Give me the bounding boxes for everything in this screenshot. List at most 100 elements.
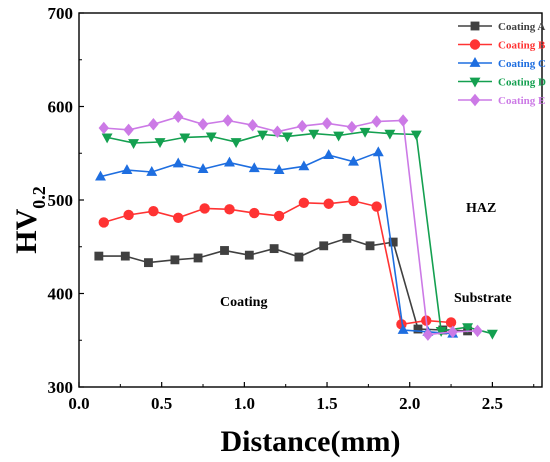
legend-label-coating-e: Coating E (498, 95, 545, 107)
data-point-coating-a (342, 233, 352, 243)
data-point-coating-c (273, 164, 285, 174)
data-point-coating-b (98, 217, 110, 228)
legend-label-coating-c: Coating C (498, 58, 546, 70)
y-axis-title: HV0.2 (10, 186, 49, 254)
data-point-coating-b (148, 206, 159, 217)
data-point-coating-c (121, 164, 133, 174)
series-line-coating-e (103, 115, 478, 336)
y-tick-label: 400 (48, 285, 74, 304)
data-point-coating-d (179, 133, 191, 144)
annotation-coating: Coating (220, 295, 267, 310)
y-tick-label: 600 (48, 98, 74, 117)
data-point-coating-a (319, 241, 329, 251)
legend-label-coating-b: Coating B (498, 40, 546, 52)
data-point-coating-e (222, 114, 234, 127)
data-point-coating-a (120, 251, 130, 261)
data-point-coating-e (272, 125, 283, 138)
y-tick-label: 300 (48, 378, 74, 397)
data-point-coating-e (472, 324, 483, 338)
data-point-coating-d (333, 131, 345, 142)
series-line-coating-a (98, 237, 468, 332)
data-point-coating-b (371, 201, 382, 212)
y-tick-label: 700 (48, 4, 74, 23)
data-point-coating-c (224, 156, 235, 167)
data-point-coating-e (422, 328, 434, 341)
legend-marker-coating-e (469, 93, 481, 107)
data-point-coating-e (346, 120, 358, 134)
data-point-coating-e (371, 115, 382, 128)
legend-marker-coating-d (469, 77, 481, 88)
x-tick-label: 2.5 (482, 394, 503, 413)
data-point-coating-c (95, 170, 106, 181)
data-point-coating-e (148, 118, 159, 131)
data-point-coating-d (410, 130, 422, 141)
data-point-coating-d (384, 129, 396, 140)
data-point-coating-a (144, 258, 153, 268)
x-tick-label: 1.0 (234, 394, 255, 413)
x-axis-title: Distance(mm) (221, 425, 401, 458)
data-point-coating-a (269, 244, 279, 254)
legend-label-coating-d: Coating D (498, 77, 546, 89)
series-line-coating-d (106, 130, 493, 335)
data-point-coating-a (294, 252, 304, 262)
data-point-coating-b (199, 203, 210, 214)
data-point-coating-e (447, 325, 458, 339)
data-point-coating-e (173, 110, 184, 124)
data-point-coating-b (249, 207, 260, 219)
y-tick-label: 500 (48, 191, 74, 210)
data-point-coating-d (128, 139, 140, 149)
legend-marker-coating-a (470, 21, 480, 31)
data-point-coating-d (308, 129, 320, 140)
data-point-coating-b (348, 195, 359, 207)
data-point-coating-d (281, 132, 293, 143)
data-point-coating-c (372, 146, 384, 157)
data-point-coating-b (123, 209, 134, 221)
data-point-coating-d (359, 127, 371, 138)
data-point-coating-b (173, 212, 184, 223)
series-line-coating-c (100, 151, 453, 335)
x-tick-label: 0.5 (151, 394, 172, 413)
data-point-coating-c (323, 149, 335, 160)
data-point-coating-d (435, 327, 447, 337)
data-point-coating-d (230, 138, 242, 149)
data-point-coating-b (323, 198, 334, 209)
data-point-coating-c (397, 323, 409, 334)
data-point-coating-c (146, 165, 158, 176)
y-axis-title-subscript: 0.2 (29, 186, 49, 209)
data-point-coating-d (486, 329, 498, 340)
data-point-coating-e (397, 114, 409, 127)
data-point-coating-c (172, 157, 184, 168)
data-point-coating-b (273, 210, 285, 222)
x-tick-label: 1.5 (316, 394, 337, 413)
data-point-coating-a (413, 324, 423, 334)
legend-label-coating-a: Coating A (498, 21, 545, 33)
data-point-coating-c (348, 155, 359, 166)
data-point-coating-c (248, 162, 260, 173)
data-point-coating-a (94, 251, 104, 261)
data-point-coating-b (224, 204, 235, 215)
data-point-coating-e (297, 119, 308, 133)
legend-marker-coating-b (469, 39, 481, 50)
data-point-coating-d (257, 130, 269, 141)
legend-marker-coating-c (469, 57, 481, 67)
data-point-coating-e (247, 118, 258, 132)
data-point-coating-d (462, 323, 474, 334)
data-point-coating-d (101, 133, 113, 144)
data-point-coating-e (98, 121, 110, 135)
data-point-coating-c (298, 160, 310, 171)
data-point-coating-e (321, 117, 333, 130)
x-tick-label: 0.0 (68, 394, 89, 413)
data-point-coating-d (154, 138, 166, 149)
annotation-haz: HAZ (466, 201, 496, 216)
data-point-coating-e (197, 118, 209, 131)
data-point-coating-a (193, 253, 203, 263)
data-point-coating-c (197, 163, 209, 174)
data-point-coating-a (170, 255, 180, 265)
annotation-substrate: Substrate (454, 291, 512, 306)
data-point-coating-a (365, 241, 375, 251)
data-point-coating-d (205, 132, 217, 143)
data-point-coating-a (244, 250, 254, 260)
data-point-coating-a (388, 237, 398, 247)
data-point-coating-a (220, 246, 229, 255)
